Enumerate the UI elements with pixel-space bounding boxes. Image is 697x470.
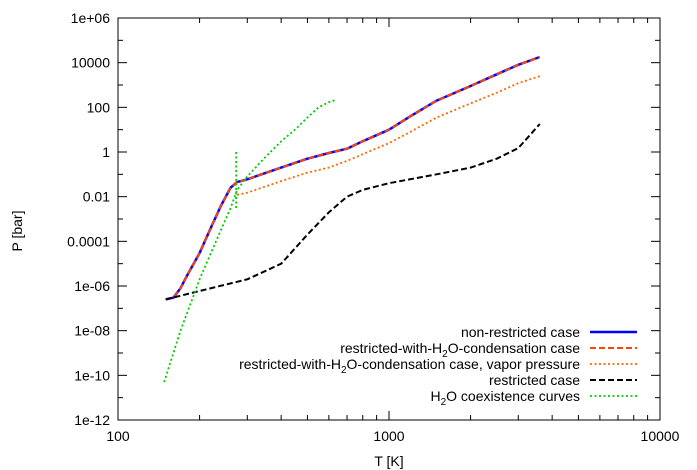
legend-label: restricted case bbox=[489, 372, 580, 388]
legend-label: restricted-with-H2O-condensation case bbox=[340, 340, 580, 360]
x-tick-label: 100 bbox=[106, 428, 130, 444]
x-tick-label: 1000 bbox=[373, 428, 404, 444]
x-tick-label: 10000 bbox=[641, 428, 680, 444]
y-tick-label: 1e-06 bbox=[74, 278, 110, 294]
legend-text: restricted-with-H bbox=[340, 340, 442, 356]
legend-subscript: 2 bbox=[441, 397, 447, 408]
legend-subscript: 2 bbox=[442, 349, 448, 360]
y-tick-label: 10000 bbox=[71, 55, 110, 71]
series-layer bbox=[163, 55, 541, 383]
legend-text: non-restricted case bbox=[461, 324, 580, 340]
y-tick-label: 1e-12 bbox=[74, 412, 110, 428]
legend-label: non-restricted case bbox=[461, 324, 580, 340]
series-line-h2o-coexistence-curves bbox=[163, 98, 337, 383]
legend-text: O-condensation case bbox=[448, 340, 581, 356]
legend-text: O-condensation case, vapor pressure bbox=[347, 356, 581, 372]
legend-text: restricted case bbox=[489, 372, 580, 388]
y-tick-label: 0.01 bbox=[83, 189, 110, 205]
series-line-non-restricted-case bbox=[165, 55, 541, 301]
y-axis-title: P [bar] bbox=[9, 211, 25, 252]
legend-text: O coexistence curves bbox=[446, 388, 580, 404]
legend-subscript: 2 bbox=[341, 365, 347, 376]
legend: non-restricted caserestricted-with-H2O-c… bbox=[239, 324, 637, 408]
legend-label: restricted-with-H2O-condensation case, v… bbox=[239, 356, 580, 376]
axis-ticks: 1e-12 1e-10 1e-08 1e-06 0.0001 0.01 1 100 10000 1… bbox=[67, 10, 680, 444]
x-axis-title: T [K] bbox=[374, 453, 403, 469]
y-tick-label: 1e-08 bbox=[74, 323, 110, 339]
series-line-restricted-with-h2o-condensation-case bbox=[165, 56, 541, 301]
y-tick-label: 0.0001 bbox=[67, 233, 110, 249]
legend-text: H bbox=[430, 388, 440, 404]
series-line-restricted-with-h2o-condensation-case-vapor-pressure bbox=[236, 75, 541, 196]
legend-text: restricted-with-H bbox=[239, 356, 341, 372]
y-tick-label: 1e+06 bbox=[71, 10, 111, 26]
y-tick-label: 1e-10 bbox=[74, 367, 110, 383]
y-tick-label: 1 bbox=[102, 144, 110, 160]
legend-label: H2O coexistence curves bbox=[430, 388, 580, 408]
series-line-restricted-case bbox=[165, 123, 541, 301]
y-tick-label: 100 bbox=[87, 99, 111, 115]
